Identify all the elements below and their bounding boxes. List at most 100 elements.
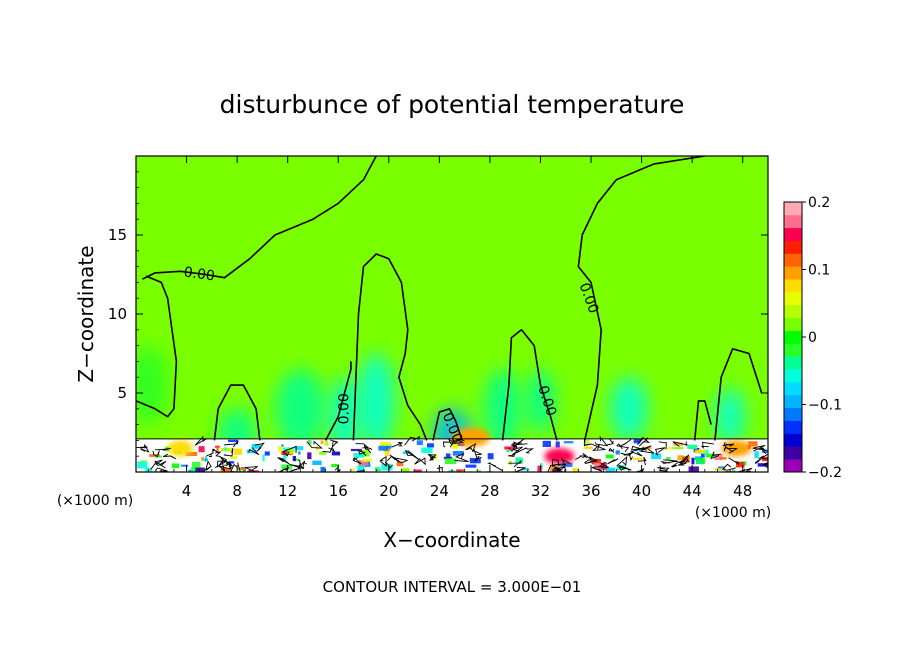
surface-contour	[155, 467, 168, 472]
surface-cell	[220, 468, 231, 472]
surface-contour	[386, 454, 402, 464]
x-tick-label: 36	[581, 482, 600, 500]
surface-contour	[465, 443, 477, 453]
colorbar-swatch	[784, 279, 802, 293]
surface-cell	[298, 451, 301, 455]
surface-contour	[219, 456, 227, 464]
surface-cell	[515, 457, 523, 464]
colorbar-tick-label: −0.2	[808, 465, 842, 481]
surface-cell	[238, 468, 244, 472]
colorbar-tick-label: 0.2	[808, 195, 830, 211]
surface-cell	[615, 450, 620, 455]
surface-contour	[437, 466, 443, 472]
surface-cell	[198, 446, 205, 453]
surface-contour	[212, 448, 220, 454]
surface-contour	[391, 441, 403, 448]
surface-contour	[217, 463, 233, 470]
surface-cell	[400, 468, 410, 472]
surface-cell	[688, 466, 699, 472]
surface-contour	[672, 441, 689, 447]
surface-cell	[294, 446, 303, 451]
surface-cell	[665, 457, 671, 461]
surface-cell	[331, 451, 341, 456]
surface-cell	[188, 469, 194, 472]
surface-contour	[414, 457, 426, 466]
surface-cell	[714, 468, 724, 471]
surface-contour	[154, 460, 167, 469]
surface-contour	[322, 446, 335, 453]
surface-contour	[352, 457, 362, 465]
colorbar-swatch	[784, 459, 802, 473]
surface-cell	[312, 460, 322, 466]
x-unit-right: (×1000 m)	[695, 505, 771, 521]
surface-cell	[605, 467, 616, 472]
surface-cell	[171, 463, 180, 469]
surface-cell	[294, 458, 300, 461]
surface-cell	[180, 464, 189, 467]
colorbar-swatch	[784, 407, 802, 421]
x-tick-label: 44	[683, 482, 702, 500]
surface-contour	[334, 465, 341, 472]
surface-contour	[404, 449, 420, 461]
surface-cell	[754, 451, 759, 459]
surface-contour	[427, 453, 437, 461]
surface-contour	[582, 453, 594, 464]
cool-patch	[525, 369, 556, 433]
surface-cell	[324, 440, 329, 446]
surface-cell	[537, 465, 542, 472]
colorbar: 0.2 0.1 0 −0.1 −0.2	[783, 195, 842, 481]
surface-cell	[307, 452, 312, 460]
surface-contour	[679, 454, 690, 463]
surface-cell	[691, 457, 695, 465]
surface-cell	[672, 447, 684, 450]
surface-cell	[563, 441, 574, 444]
surface-cell	[351, 448, 362, 452]
surface-cell	[281, 451, 293, 456]
warm-patch	[544, 448, 575, 465]
surface-contour	[214, 451, 222, 457]
surface-cell	[477, 470, 482, 472]
surface-contour	[607, 458, 619, 465]
surface-contour	[379, 455, 387, 467]
surface-contour	[658, 441, 667, 450]
surface-cell	[281, 444, 284, 447]
colorbar-tick-label: 0.1	[808, 263, 830, 279]
surface-contour	[508, 460, 522, 468]
x-tick-label: 20	[379, 482, 398, 500]
colorbar-swatch	[784, 446, 802, 460]
zero-contour-line	[577, 156, 705, 441]
surface-cell	[224, 447, 227, 451]
surface-contour	[355, 443, 370, 449]
surface-cell	[583, 446, 593, 450]
surface-contour	[552, 458, 560, 467]
colorbar-swatch	[784, 214, 802, 229]
colorbar-swatch	[784, 343, 802, 357]
surface-cell	[451, 441, 458, 449]
colorbar-swatch	[784, 253, 802, 267]
surface-cell	[378, 445, 389, 451]
colorbar-swatch	[784, 330, 802, 344]
surface-contour	[248, 447, 260, 456]
cool-patch	[275, 369, 326, 449]
surface-cell	[416, 440, 423, 446]
surface-contour	[762, 462, 768, 469]
zero-contour-line	[693, 400, 712, 441]
surface-cell	[315, 446, 319, 451]
surface-cell	[375, 467, 380, 471]
surface-cell	[735, 461, 745, 468]
surface-cell	[278, 446, 283, 452]
surface-contour	[508, 453, 516, 457]
surface-cell	[320, 466, 326, 472]
y-tick-label: 15	[108, 226, 127, 244]
surface-contour	[575, 455, 587, 460]
cool-patch	[483, 369, 522, 449]
cool-patch	[714, 388, 746, 446]
surface-contour	[525, 447, 535, 454]
surface-contour	[598, 462, 609, 469]
surface-cell	[605, 454, 614, 459]
surface-contour	[630, 445, 647, 451]
surface-cell	[246, 449, 257, 454]
surface-contour	[630, 447, 645, 457]
surface-cell	[215, 445, 220, 448]
surface-cell	[509, 460, 512, 465]
